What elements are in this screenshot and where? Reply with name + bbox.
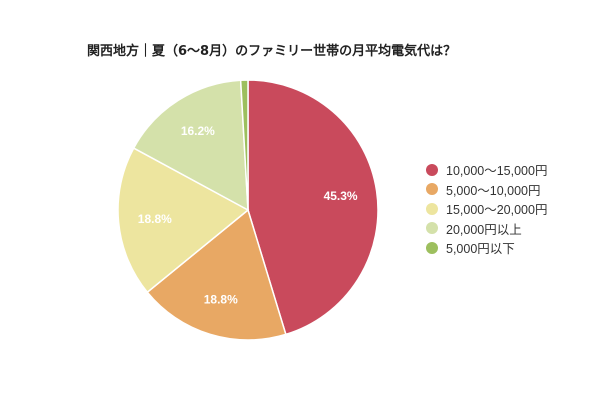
- legend-item: 5,000〜10,000円: [426, 180, 547, 200]
- chart-title: 関西地方｜夏（6〜8月）のファミリー世帯の月平均電気代は？: [87, 44, 457, 59]
- legend-item: 10,000〜15,000円: [426, 160, 547, 180]
- slice-label: 18.8%: [204, 293, 238, 307]
- slice-label: 45.3%: [324, 189, 358, 203]
- legend-item: 5,000円以下: [426, 238, 547, 258]
- legend-label: 15,000〜20,000円: [446, 203, 548, 218]
- pie-slice: [132, 79, 249, 212]
- legend-label: 5,000円以下: [446, 242, 515, 257]
- legend: 10,000〜15,000円 5,000〜10,000円 15,000〜20,0…: [426, 160, 547, 258]
- legend-item: 20,000円以上: [426, 219, 547, 239]
- slice-label: 18.8%: [138, 212, 172, 226]
- legend-swatch: [426, 222, 438, 235]
- slice-label: 16.2%: [181, 124, 215, 138]
- legend-swatch: [426, 163, 438, 176]
- legend-swatch: [426, 202, 438, 215]
- legend-swatch: [426, 183, 438, 196]
- pie-slice: [117, 147, 250, 294]
- pie-slice: [146, 208, 287, 341]
- pie-slice: [247, 79, 379, 336]
- pie-slice: [239, 79, 249, 211]
- legend-item: 15,000〜20,000円: [426, 199, 547, 219]
- legend-swatch: [426, 241, 438, 254]
- legend-label: 10,000〜15,000円: [446, 164, 548, 179]
- legend-label: 5,000〜10,000円: [446, 183, 541, 198]
- legend-label: 20,000円以上: [446, 222, 522, 237]
